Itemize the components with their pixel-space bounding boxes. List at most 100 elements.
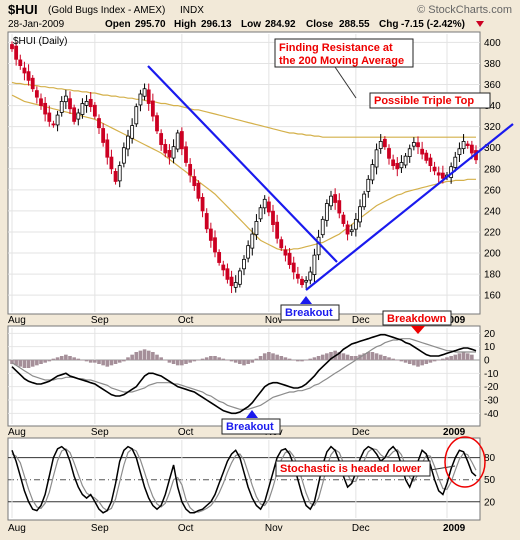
candle-body: [287, 252, 292, 266]
triple-top-annotation: Possible Triple Top: [374, 95, 474, 107]
macd-histogram-bar: [250, 360, 255, 363]
down-arrow-icon: [476, 21, 484, 27]
quote-date: 28-Jan-2009: [8, 19, 65, 30]
breakdown-label: Breakdown: [387, 313, 447, 325]
macd-histogram-bar: [287, 358, 292, 360]
macd-histogram-bar: [262, 353, 267, 360]
macd-tick-label: -20: [484, 382, 499, 393]
price-tick-label: 360: [484, 80, 501, 91]
candle-body: [382, 138, 387, 148]
macd-histogram-bar: [101, 360, 105, 366]
price-tick-label: 400: [484, 38, 501, 49]
macd-histogram-bar: [130, 354, 134, 360]
candle-body: [440, 172, 445, 179]
stochastic-tick-label: 50: [484, 475, 496, 486]
macd-histogram-bar: [246, 360, 250, 364]
macd-histogram-bar: [68, 356, 72, 360]
candle-body: [142, 88, 147, 97]
candle-body: [291, 262, 296, 273]
macd-histogram-bar: [238, 360, 242, 364]
macd-histogram-bar: [30, 360, 35, 367]
macd-histogram-bar: [275, 354, 279, 360]
candle-body: [229, 276, 234, 287]
candle-body: [80, 103, 85, 115]
candle-body: [59, 100, 64, 113]
candle-body: [84, 100, 89, 106]
candle-body: [192, 176, 197, 187]
date-tick-label: Sep: [91, 427, 109, 438]
candle-body: [43, 102, 48, 115]
macd-histogram-bar: [366, 352, 371, 360]
macd-histogram-bar: [391, 358, 395, 360]
macd-histogram-bar: [14, 360, 18, 366]
macd-histogram-bar: [320, 354, 325, 360]
macd-histogram-bar: [470, 354, 474, 360]
macd-histogram-bar: [180, 360, 184, 366]
macd-histogram-bar: [26, 360, 31, 368]
candle-body: [39, 98, 43, 107]
macd-histogram-bar: [204, 357, 209, 360]
macd-histogram-bar: [432, 360, 437, 362]
breakdown-arrow-icon: [411, 326, 425, 334]
macd-histogram-bar: [47, 360, 52, 362]
macd-histogram-bar: [258, 356, 263, 360]
candle-body: [358, 206, 362, 223]
candle-body: [167, 150, 172, 158]
price-tick-label: 300: [484, 143, 501, 154]
uptrend-line: [305, 123, 514, 291]
macd-histogram-bar: [267, 352, 271, 360]
macd-histogram-bar: [221, 358, 226, 360]
macd-histogram-bar: [461, 352, 466, 360]
date-tick-label: Sep: [91, 523, 109, 534]
candle-body: [51, 123, 56, 126]
high-value: 296.13: [201, 19, 232, 30]
macd-histogram-bar: [159, 357, 163, 360]
macd-histogram-bar: [349, 356, 354, 360]
candle-body: [436, 172, 441, 176]
macd-axis: -40 -30 -20 -10 0 10 20: [484, 329, 499, 420]
candle-body: [97, 118, 101, 129]
candle-body: [196, 182, 201, 199]
candle-body: [130, 125, 135, 139]
candle-body: [403, 155, 408, 166]
macd-histogram-bar: [271, 353, 275, 360]
stochastic-tick-label: 80: [484, 453, 496, 464]
candle-body: [150, 100, 155, 117]
macd-histogram-bar: [39, 360, 43, 364]
macd-histogram-bar: [341, 353, 346, 360]
candle-body: [424, 152, 429, 161]
macd-histogram-bar: [428, 360, 433, 363]
candle-body: [76, 112, 81, 120]
candle-body: [258, 207, 263, 220]
candle-body: [378, 141, 383, 149]
macd-histogram-bar: [163, 360, 168, 361]
candle-body: [225, 268, 230, 280]
macd-histogram-bar: [387, 357, 391, 360]
macd-histogram-bar: [113, 360, 118, 364]
macd-line: [11, 333, 477, 415]
candle-body: [453, 156, 458, 168]
macd-histogram-bar: [383, 356, 387, 360]
candle-body: [72, 107, 77, 122]
macd-histogram-bar: [109, 360, 114, 366]
stochastic-lines-layer: [11, 445, 477, 514]
macd-histogram-bar: [300, 360, 304, 362]
macd-histogram-bar: [229, 360, 234, 362]
macd-histogram-bar: [55, 357, 60, 360]
macd-histogram-bar: [76, 358, 81, 360]
macd-histogram-bar: [72, 357, 76, 360]
macd-histogram-bar: [329, 352, 333, 360]
macd-histogram-bar: [217, 357, 221, 360]
candle-body: [250, 233, 255, 249]
macd-histogram-bar: [362, 353, 366, 360]
open-value: 295.70: [135, 19, 166, 30]
resistance-annotation-line2: the 200 Moving Average: [279, 55, 404, 67]
candle-body: [47, 112, 52, 122]
date-tick-label: 2009: [443, 523, 466, 534]
macd-histogram-bar: [337, 352, 342, 360]
candle-body: [391, 159, 396, 167]
macd-histogram-bar: [151, 352, 155, 360]
price-tick-label: 260: [484, 185, 501, 196]
candle-body: [14, 45, 19, 60]
macd-histogram-bar: [325, 353, 329, 360]
